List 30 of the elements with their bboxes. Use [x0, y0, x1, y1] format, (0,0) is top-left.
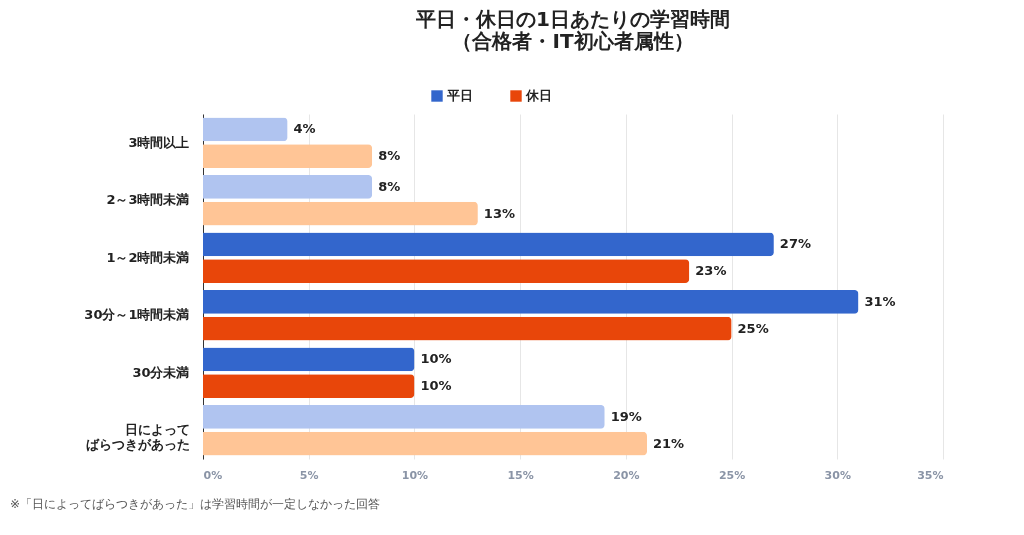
data-label: 8%: [378, 148, 401, 164]
x-tick-label: 25%: [718, 468, 746, 482]
legend-label: 平日: [446, 88, 473, 103]
data-label: 4%: [293, 121, 316, 137]
x-tick-label: 5%: [299, 468, 319, 482]
x-tick-label: 10%: [401, 468, 429, 482]
data-label: 31%: [864, 293, 896, 309]
chart-title: 平日・休日の1日あたりの学習時間（合格者・IT初心者属性）: [415, 7, 730, 53]
data-label: 10%: [420, 378, 452, 394]
data-label: 21%: [653, 435, 685, 451]
y-tick-label: 1～2時間未満: [106, 249, 190, 265]
data-label: 13%: [483, 205, 515, 221]
y-tick-label: 3時間以上: [128, 134, 190, 150]
x-tick-label: 30%: [824, 468, 851, 482]
x-tick-label: 15%: [507, 468, 534, 482]
data-label: 19%: [610, 408, 642, 424]
y-tick-label: 30分～1時間未満: [84, 307, 190, 323]
data-label: 8%: [378, 178, 401, 194]
x-tick-label: 20%: [613, 468, 640, 482]
data-label: 23%: [695, 263, 727, 279]
text: ※「日によってばらつきがあった」は学習時間が一定しなかった回答: [10, 497, 381, 511]
y-tick-label: 30分未満: [132, 364, 190, 380]
data-label: 10%: [420, 351, 452, 367]
legend-label: 休日: [525, 88, 552, 103]
x-tick-label: 0%: [203, 468, 223, 482]
x-tick-label: 35%: [917, 468, 944, 482]
data-label: 27%: [779, 236, 811, 252]
data-label: 25%: [737, 320, 769, 336]
y-tick-label: 日によってばらつきがあった: [85, 422, 190, 453]
y-tick-label: 2～3時間未満: [106, 192, 190, 208]
